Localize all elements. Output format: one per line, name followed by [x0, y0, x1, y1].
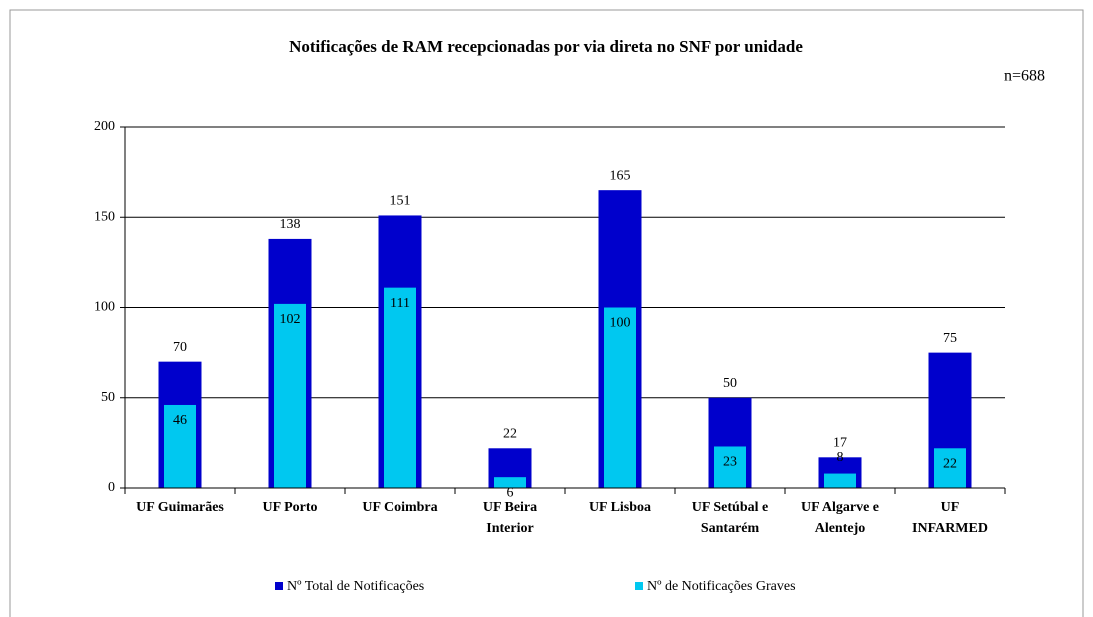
y-tick-label: 50 — [101, 390, 115, 405]
bar — [714, 446, 746, 488]
data-label: 22 — [943, 457, 957, 472]
legend-swatch — [635, 582, 643, 590]
x-tick-label: INFARMED — [912, 521, 988, 536]
data-label: 165 — [610, 168, 631, 183]
x-tick-label: Interior — [486, 521, 533, 536]
legend-label: Nº de Notificações Graves — [647, 579, 796, 594]
x-tick-label: UF Beira — [483, 500, 537, 515]
x-tick-label: UF Algarve e — [801, 500, 879, 515]
bar — [164, 404, 196, 488]
bar — [494, 477, 526, 488]
y-tick-label: 100 — [94, 300, 115, 315]
data-label: 75 — [943, 331, 957, 346]
legend-swatch — [275, 582, 283, 590]
data-label: 46 — [173, 413, 187, 428]
chart-title: Notificações de RAM recepcionadas por vi… — [289, 37, 803, 56]
x-tick-label: UF Coimbra — [362, 500, 437, 515]
data-label: 151 — [390, 194, 411, 209]
data-label: 6 — [507, 485, 514, 500]
data-label: 100 — [610, 316, 631, 331]
data-label: 22 — [503, 427, 517, 442]
bar — [824, 473, 856, 488]
y-tick-label: 200 — [94, 119, 115, 134]
x-tick-label: UF Setúbal e — [692, 500, 768, 515]
x-tick-label: Santarém — [701, 521, 760, 536]
x-tick-label: UF Porto — [262, 500, 317, 515]
y-tick-label: 0 — [108, 480, 115, 495]
data-label: 111 — [390, 296, 410, 311]
data-label: 17 — [833, 436, 847, 451]
data-label: 70 — [173, 340, 187, 355]
x-tick-label: UF — [941, 500, 960, 515]
data-label: 50 — [723, 376, 737, 391]
data-label: 23 — [723, 455, 737, 470]
y-tick-label: 150 — [94, 209, 115, 224]
x-tick-label: UF Lisboa — [589, 500, 651, 515]
data-label: 138 — [280, 217, 301, 232]
bar — [384, 287, 416, 488]
bar — [934, 448, 966, 488]
bar — [604, 307, 636, 488]
frame — [9, 9, 1084, 617]
x-tick-label: UF Guimarães — [136, 500, 224, 515]
data-label: 102 — [280, 312, 301, 327]
annotation: n=688 — [1004, 68, 1045, 85]
x-tick-label: Alentejo — [815, 521, 866, 536]
bar — [274, 303, 306, 488]
data-label: 8 — [837, 450, 844, 465]
legend-label: Nº Total de Notificações — [287, 579, 424, 594]
